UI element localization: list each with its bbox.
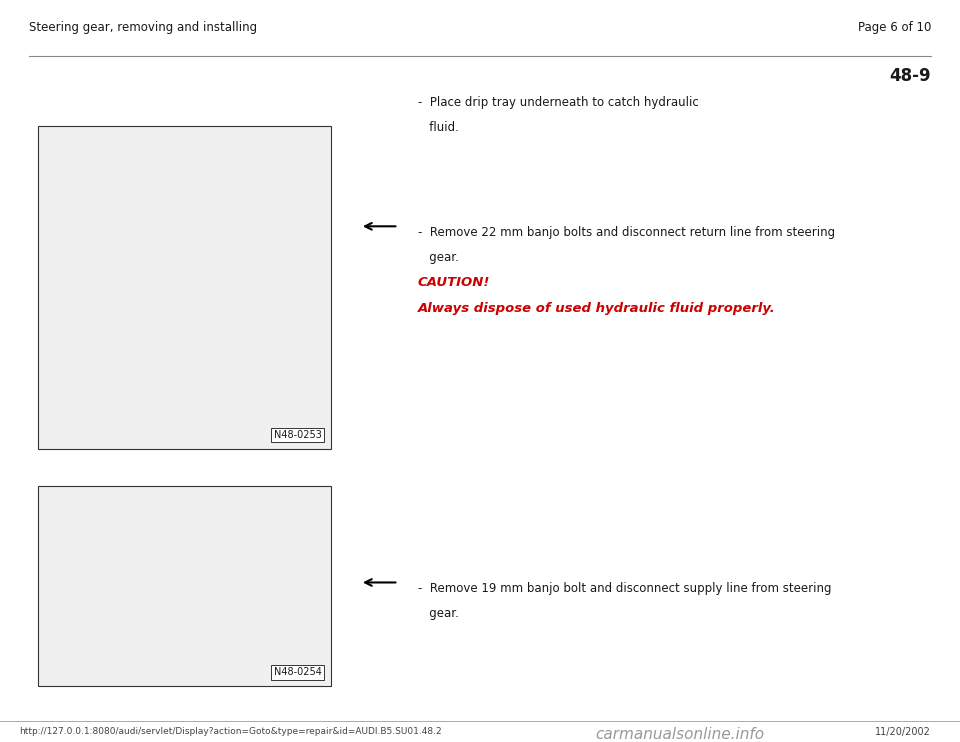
- Text: gear.: gear.: [418, 607, 459, 620]
- Text: Always dispose of used hydraulic fluid properly.: Always dispose of used hydraulic fluid p…: [418, 302, 776, 315]
- Text: -  Remove 19 mm banjo bolt and disconnect supply line from steering: - Remove 19 mm banjo bolt and disconnect…: [418, 582, 831, 596]
- Text: N48-0253: N48-0253: [274, 430, 322, 440]
- Bar: [38, 126, 331, 449]
- Text: Steering gear, removing and installing: Steering gear, removing and installing: [29, 21, 257, 34]
- Text: carmanualsonline.info: carmanualsonline.info: [595, 727, 764, 742]
- Text: Page 6 of 10: Page 6 of 10: [858, 21, 931, 34]
- Text: CAUTION!: CAUTION!: [418, 276, 490, 289]
- Text: gear.: gear.: [418, 251, 459, 264]
- Text: http://127.0.0.1:8080/audi/servlet/Display?action=Goto&type=repair&id=AUDI.B5.SU: http://127.0.0.1:8080/audi/servlet/Displ…: [19, 727, 442, 736]
- Text: 11/20/2002: 11/20/2002: [876, 727, 931, 737]
- Text: -  Remove 22 mm banjo bolts and disconnect return line from steering: - Remove 22 mm banjo bolts and disconnec…: [418, 226, 835, 240]
- Text: 48-9: 48-9: [890, 67, 931, 85]
- Text: N48-0254: N48-0254: [274, 668, 322, 677]
- Text: -  Place drip tray underneath to catch hydraulic: - Place drip tray underneath to catch hy…: [418, 96, 698, 110]
- Bar: [38, 486, 331, 686]
- Text: fluid.: fluid.: [418, 121, 459, 134]
